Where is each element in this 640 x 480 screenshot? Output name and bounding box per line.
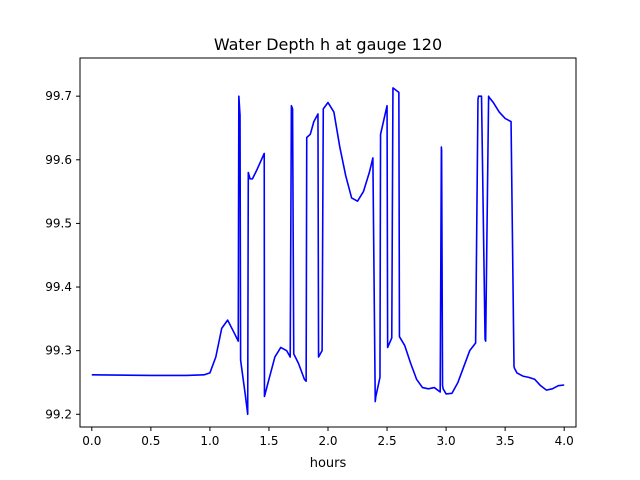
x-tick-label: 3.0	[437, 434, 456, 448]
x-axis-label: hours	[310, 456, 347, 471]
y-tick-label: 99.2	[45, 407, 72, 421]
y-tick-label: 99.6	[45, 153, 72, 167]
x-tick-label: 0.5	[141, 434, 160, 448]
x-tick-label: 1.0	[200, 434, 219, 448]
x-tick-label: 4.0	[555, 434, 574, 448]
series-line-0	[91, 87, 565, 416]
x-tick-label: 0.0	[82, 434, 101, 448]
y-tick-label: 99.3	[45, 344, 72, 358]
plot-area: 0.0 0.5 1.0 1.5 2.0 2.5 3.0 3.5 4.0 99.2 99.3 99.4 9…	[45, 57, 577, 448]
y-tick-label: 99.5	[45, 216, 72, 230]
y-tick-label: 99.4	[45, 280, 72, 294]
chart-title: Water Depth h at gauge 120	[214, 35, 442, 54]
y-tick-label: 99.7	[45, 89, 72, 103]
x-tick-label: 1.5	[259, 434, 278, 448]
x-tick-label: 3.5	[496, 434, 515, 448]
x-tick-label: 2.5	[378, 434, 397, 448]
x-tick-label: 2.0	[318, 434, 337, 448]
